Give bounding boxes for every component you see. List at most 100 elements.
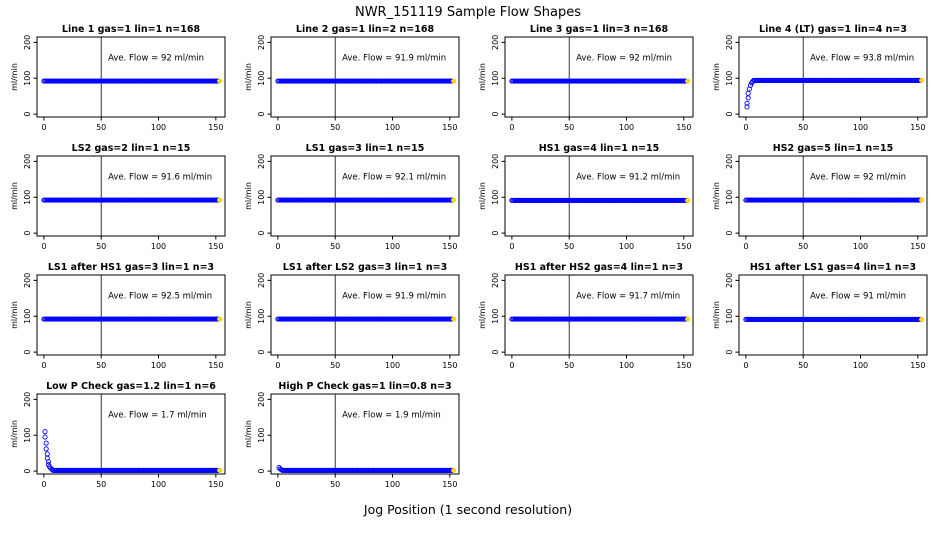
end-marker	[451, 467, 457, 473]
x-axis: 0 50 100 150	[275, 117, 457, 132]
x-tick-label: 50	[564, 123, 574, 132]
x-tick-label: 50	[564, 361, 574, 370]
y-axis: 0 100 200	[257, 35, 271, 117]
x-tick-label: 50	[330, 123, 340, 132]
x-tick-label: 50	[96, 123, 106, 132]
x-tick-label: 150	[442, 480, 457, 489]
panel-title: LS2 gas=2 lin=1 n=15	[72, 143, 191, 154]
ave-flow-label: Ave. Flow = 91.2 ml/min	[576, 172, 680, 182]
x-tick-label: 150	[208, 123, 223, 132]
y-tick-label: 100	[23, 309, 32, 324]
flow-panel: LS2 gas=2 lin=1 n=15 0 50 100 150 0 100 200 ml/m…	[10, 143, 226, 251]
x-tick-label: 50	[96, 480, 106, 489]
y-axis: 0 100 200	[257, 392, 271, 474]
data-points	[509, 78, 689, 84]
x-tick-label: 50	[798, 123, 808, 132]
y-axis: 0 100 200	[23, 154, 37, 236]
y-axis: 0 100 200	[491, 273, 505, 355]
plot-box	[36, 36, 226, 118]
y-tick-label: 200	[257, 392, 266, 407]
y-axis: 0 100 200	[491, 154, 505, 236]
flow-panel: High P Check gas=1 lin=0.8 n=3 0 50 100 150 0…	[244, 381, 460, 489]
end-marker	[217, 78, 223, 84]
y-axis: 0 100 200	[23, 35, 37, 117]
panel-title: High P Check gas=1 lin=0.8 n=3	[278, 381, 451, 392]
ave-flow-label: Ave. Flow = 1.9 ml/min	[342, 410, 441, 420]
x-tick-label: 50	[798, 242, 808, 251]
y-tick-label: 100	[257, 428, 266, 443]
y-axis-title: ml/min	[244, 420, 253, 448]
ave-flow-label: Ave. Flow = 92.1 ml/min	[342, 172, 446, 182]
panel-grid: Line 1 gas=1 lin=1 n=168 0 50 100 150 0 100 200…	[0, 22, 936, 498]
x-tick-label: 0	[743, 361, 748, 370]
plot-box	[270, 274, 460, 356]
x-tick-label: 50	[330, 480, 340, 489]
x-tick-label: 150	[442, 242, 457, 251]
y-tick-label: 0	[23, 350, 32, 355]
x-tick-label: 150	[676, 361, 691, 370]
ave-flow-label: Ave. Flow = 92 ml/min	[576, 53, 672, 63]
y-tick-label: 0	[257, 469, 266, 474]
x-tick-label: 100	[385, 242, 400, 251]
x-tick-label: 100	[619, 123, 634, 132]
ave-flow-label: Ave. Flow = 91 ml/min	[810, 291, 906, 301]
panel-title: Low P Check gas=1.2 lin=1 n=6	[46, 381, 216, 392]
y-tick-label: 200	[257, 35, 266, 50]
y-tick-label: 200	[257, 154, 266, 169]
x-tick-label: 150	[910, 361, 925, 370]
y-axis-title: ml/min	[10, 420, 19, 448]
y-tick-label: 200	[725, 154, 734, 169]
x-tick-label: 100	[853, 242, 868, 251]
x-tick-label: 150	[910, 123, 925, 132]
plot-box	[504, 36, 694, 118]
y-tick-label: 100	[257, 309, 266, 324]
y-tick-label: 100	[257, 190, 266, 205]
panel-title: HS2 gas=5 lin=1 n=15	[773, 143, 894, 154]
panel-title: Line 3 gas=1 lin=3 n=168	[530, 24, 669, 35]
x-tick-label: 50	[798, 361, 808, 370]
x-tick-label: 150	[208, 480, 223, 489]
x-tick-label: 150	[442, 361, 457, 370]
y-tick-label: 0	[725, 350, 734, 355]
y-axis-title: ml/min	[712, 182, 721, 210]
end-marker	[217, 467, 223, 473]
y-tick-label: 0	[23, 112, 32, 117]
x-tick-label: 100	[619, 361, 634, 370]
ave-flow-label: Ave. Flow = 91.7 ml/min	[576, 291, 680, 301]
plot-box	[738, 155, 928, 237]
data-points	[275, 197, 455, 203]
panel-title: HS1 gas=4 lin=1 n=15	[539, 143, 660, 154]
data-points	[509, 316, 689, 322]
x-tick-label: 50	[564, 242, 574, 251]
y-axis-title: ml/min	[244, 63, 253, 91]
y-tick-label: 0	[725, 112, 734, 117]
x-tick-label: 150	[676, 242, 691, 251]
y-tick-label: 200	[491, 35, 500, 50]
x-tick-label: 150	[208, 361, 223, 370]
y-axis: 0 100 200	[491, 35, 505, 117]
flow-panel: Line 3 gas=1 lin=3 n=168 0 50 100 150 0 100 200…	[478, 24, 694, 132]
x-axis: 0 50 100 150	[41, 117, 223, 132]
data-points	[41, 78, 221, 84]
y-tick-label: 200	[491, 273, 500, 288]
x-tick-label: 0	[275, 361, 280, 370]
flow-panel: Line 1 gas=1 lin=1 n=168 0 50 100 150 0 100 200…	[10, 24, 226, 132]
x-axis: 0 50 100 150	[275, 355, 457, 370]
y-axis: 0 100 200	[23, 392, 37, 474]
x-tick-label: 150	[676, 123, 691, 132]
x-tick-label: 0	[41, 361, 46, 370]
y-tick-label: 100	[23, 190, 32, 205]
y-axis-title: ml/min	[10, 182, 19, 210]
plot-box	[36, 393, 226, 475]
y-tick-label: 200	[725, 35, 734, 50]
y-axis-title: ml/min	[478, 301, 487, 329]
panel-title: Line 1 gas=1 lin=1 n=168	[62, 24, 201, 35]
x-axis: 0 50 100 150	[41, 236, 223, 251]
y-axis: 0 100 200	[725, 35, 739, 117]
plot-box	[270, 393, 460, 475]
x-tick-label: 50	[330, 242, 340, 251]
y-axis-title: ml/min	[244, 301, 253, 329]
y-axis-title: ml/min	[10, 63, 19, 91]
plot-box	[270, 36, 460, 118]
